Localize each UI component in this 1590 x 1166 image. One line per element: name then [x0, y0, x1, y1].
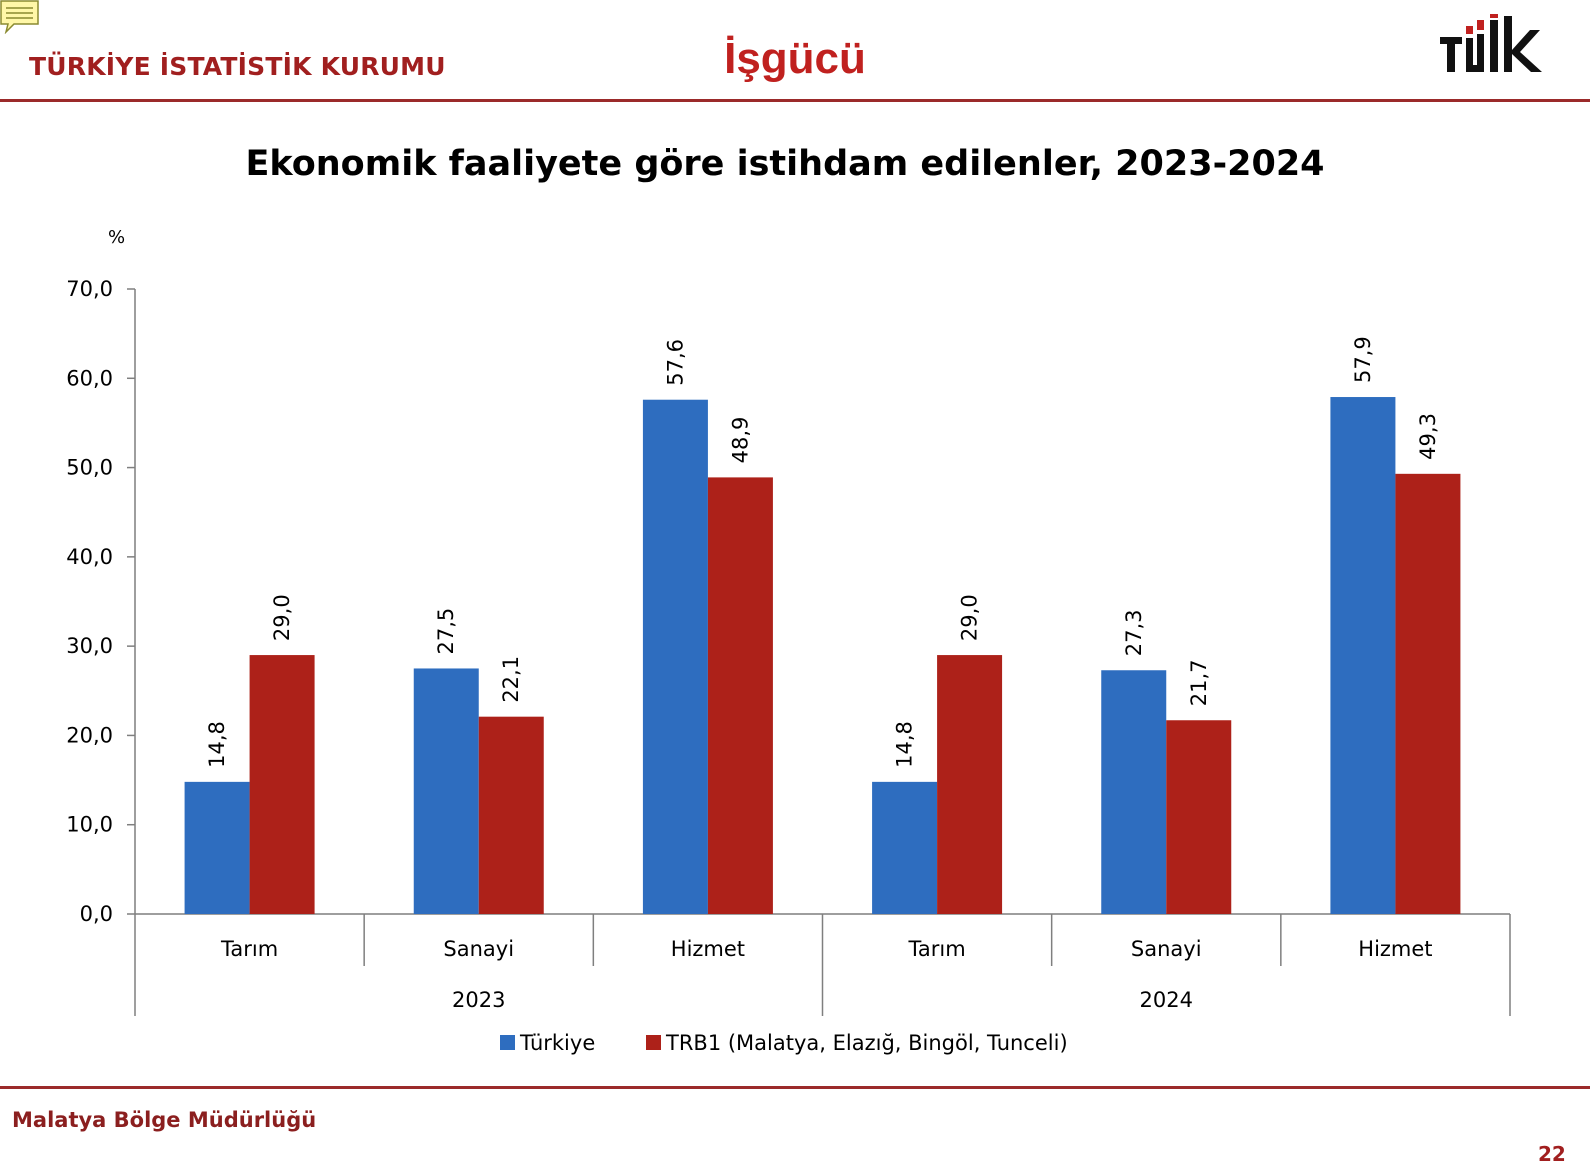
chart-legend: Türkiye TRB1 (Malatya, Elazığ, Bingöl, Tu… [500, 1031, 1068, 1055]
bar-trb1 [1166, 720, 1232, 914]
header-rule [0, 99, 1590, 102]
x-category-label: Sanayi [443, 937, 514, 961]
data-label: 14,8 [893, 721, 917, 768]
bar-trb1 [707, 477, 773, 914]
legend-item-turkiye: Türkiye [519, 1031, 595, 1055]
x-category-label: Hizmet [1358, 937, 1432, 961]
y-axis-unit: % [108, 227, 125, 248]
y-tick-label: 20,0 [66, 723, 113, 747]
x-category-label: Hizmet [671, 937, 745, 961]
chart-title: Ekonomik faaliyete göre istihdam edilenl… [245, 144, 1324, 184]
x-category-label: Tarım [908, 937, 966, 961]
bar-chart: Ekonomik faaliyete göre istihdam edilenl… [66, 144, 1511, 1055]
org-name: TÜRKİYE İSTATİSTİK KURUMU [29, 52, 446, 81]
bar-trb1 [1395, 473, 1461, 914]
data-label: 29,0 [958, 594, 982, 641]
bar-turkiye [872, 781, 938, 914]
bar-trb1 [249, 655, 315, 914]
bar-turkiye [1330, 397, 1396, 914]
x-group-label: 2024 [1140, 988, 1193, 1012]
y-tick-label: 0,0 [80, 902, 113, 926]
chart-bars [184, 397, 1461, 914]
data-label: 57,6 [663, 339, 687, 386]
data-label: 14,8 [205, 721, 229, 768]
data-label: 49,3 [1416, 413, 1440, 460]
bar-turkiye [184, 781, 250, 914]
legend-item-trb1: TRB1 (Malatya, Elazığ, Bingöl, Tunceli) [665, 1031, 1068, 1055]
y-tick-label: 60,0 [66, 366, 113, 390]
bar-turkiye [642, 399, 708, 914]
page-title: İşgücü [724, 34, 866, 83]
chart-data-labels: 14,8 27,5 57,6 14,8 27,3 57,9 29,0 22,1 48,9 29,0… [205, 336, 1440, 768]
x-category-label: Tarım [220, 937, 278, 961]
legend-item-trb1-swatch [646, 1035, 661, 1050]
note-icon[interactable] [0, 0, 40, 34]
footer-rule [0, 1086, 1590, 1089]
data-label: 27,5 [434, 608, 458, 655]
bar-trb1 [937, 655, 1003, 914]
x-category-label: Sanayi [1131, 937, 1202, 961]
data-label: 48,9 [728, 417, 752, 464]
data-label: 22,1 [499, 656, 523, 703]
page-number: 22 [1538, 1142, 1566, 1166]
bar-turkiye [413, 668, 479, 914]
x-group-label: 2023 [452, 988, 505, 1012]
data-label: 29,0 [270, 594, 294, 641]
data-label: 21,7 [1187, 659, 1211, 706]
y-tick-label: 50,0 [66, 456, 113, 480]
legend-item-turkiye-swatch [500, 1035, 515, 1050]
y-tick-label: 40,0 [66, 545, 113, 569]
y-tick-label: 10,0 [66, 813, 113, 837]
bar-turkiye [1101, 670, 1167, 914]
y-tick-label: 70,0 [66, 277, 113, 301]
bar-trb1 [478, 716, 544, 914]
y-tick-label: 30,0 [66, 634, 113, 658]
chart-axes: 0,0 10,0 20,0 30,0 40,0 50,0 60,0 70,0 Tarım Sana… [66, 277, 1511, 1016]
data-label: 57,9 [1351, 336, 1375, 383]
tuik-logo [1440, 14, 1542, 72]
data-label: 27,3 [1122, 609, 1146, 656]
footer-org-name: Malatya Bölge Müdürlüğü [12, 1108, 317, 1132]
